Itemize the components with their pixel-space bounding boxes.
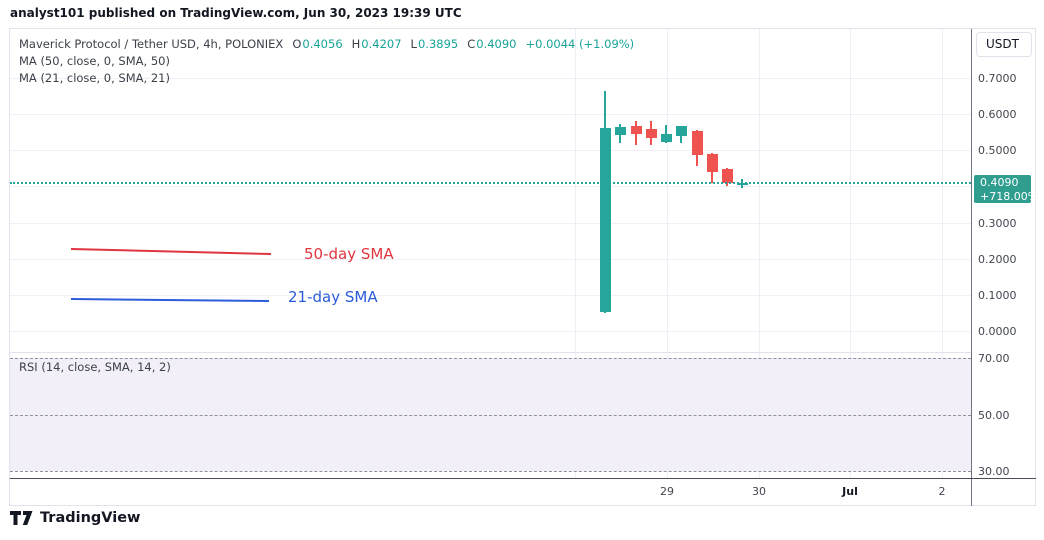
price-tick-label: 0.2000 [978, 253, 1017, 266]
time-scale-separator [10, 478, 1036, 479]
candle-body [676, 126, 687, 136]
rsi-tick-label: 30.00 [978, 465, 1010, 478]
currency-unit-button[interactable]: USDT [976, 32, 1032, 57]
ohlc-value: 0.4207 [361, 37, 402, 51]
candle-body [692, 131, 703, 155]
candle-body [722, 169, 733, 183]
candle-body [707, 154, 718, 172]
price-tick-label: 0.7000 [978, 72, 1017, 85]
legend-ma50-row[interactable]: MA (50, close, 0, SMA, 50) [19, 54, 170, 68]
price-tick-label: 0.3000 [978, 217, 1017, 230]
footer: TradingView [10, 510, 140, 526]
ohlc-value: 0.4090 [476, 37, 517, 51]
ma21-annotation-label: 21-day SMA [288, 288, 378, 306]
rsi-indicator-label[interactable]: RSI (14, close, SMA, 14, 2) [19, 360, 171, 374]
ma50-annotation-label: 50-day SMA [304, 245, 394, 263]
tradingview-logo-icon[interactable] [10, 510, 33, 526]
price-and-rsi-pane[interactable] [10, 29, 971, 478]
candle-body [615, 127, 626, 135]
candle-body [737, 183, 748, 185]
rsi-band [10, 358, 971, 471]
time-gridline [942, 29, 943, 478]
time-gridline [759, 29, 760, 478]
ohlc-letter: H [351, 37, 361, 51]
time-gridline [850, 29, 851, 478]
symbol-legend[interactable]: Maverick Protocol / Tether USD, 4h, POLO… [19, 36, 634, 87]
last-price-change-pct: +718.00% [980, 189, 1039, 203]
candle-body [600, 128, 611, 312]
change-value: +0.0044 (+1.09%) [525, 37, 635, 51]
legend-ma21-row[interactable]: MA (21, close, 0, SMA, 21) [19, 71, 170, 85]
price-scale-separator [971, 29, 972, 506]
chart-widget: 50-day SMA 21-day SMA Maverick Protocol … [9, 28, 1039, 506]
price-gridline [10, 331, 971, 332]
current-price-line [10, 182, 971, 184]
ohlc-letter: O [292, 37, 302, 51]
price-gridline [10, 259, 971, 260]
price-tick-label: 0.0000 [978, 325, 1017, 338]
rsi-pane-separator [10, 352, 971, 353]
time-gridline [667, 29, 668, 478]
price-gridline [10, 114, 971, 115]
price-tick-label: 0.1000 [978, 289, 1017, 302]
last-price-badge: 0.4090 +718.00% [974, 175, 1039, 203]
ohlc-value: 0.4056 [302, 37, 343, 51]
price-gridline [10, 186, 971, 187]
price-gridline [10, 150, 971, 151]
time-tick-label: Jul [842, 485, 858, 498]
time-gridline [575, 29, 576, 478]
price-gridline [10, 78, 971, 79]
symbol-title: Maverick Protocol / Tether USD, 4h, POLO… [19, 37, 284, 51]
rsi-tick-label: 70.00 [978, 352, 1010, 365]
time-tick-label: 29 [660, 485, 674, 498]
legend-symbol-row[interactable]: Maverick Protocol / Tether USD, 4h, POLO… [19, 36, 634, 53]
price-gridline [10, 295, 971, 296]
candle-body [631, 126, 642, 134]
tradingview-brand-text[interactable]: TradingView [40, 510, 141, 526]
attribution-text: analyst101 published on TradingView.com,… [10, 6, 462, 20]
price-tick-label: 0.6000 [978, 108, 1017, 121]
time-tick-label: 30 [752, 485, 766, 498]
rsi-level-line [10, 471, 971, 472]
rsi-tick-label: 50.00 [978, 409, 1010, 422]
rsi-level-line [10, 415, 971, 416]
last-price-value: 0.4090 [980, 176, 1019, 189]
rsi-level-line [10, 358, 971, 359]
ohlc-values: O0.4056 H0.4207 L0.3895 C0.4090 +0.0044 (+1.… [283, 37, 634, 51]
candle-body [646, 129, 657, 138]
price-gridline [10, 223, 971, 224]
ohlc-letter: C [467, 37, 476, 51]
ohlc-value: 0.3895 [417, 37, 459, 51]
candle-body [661, 134, 672, 142]
ohlc-letter: L [410, 37, 417, 51]
time-tick-label: 2 [938, 485, 946, 498]
price-tick-label: 0.5000 [978, 144, 1017, 157]
